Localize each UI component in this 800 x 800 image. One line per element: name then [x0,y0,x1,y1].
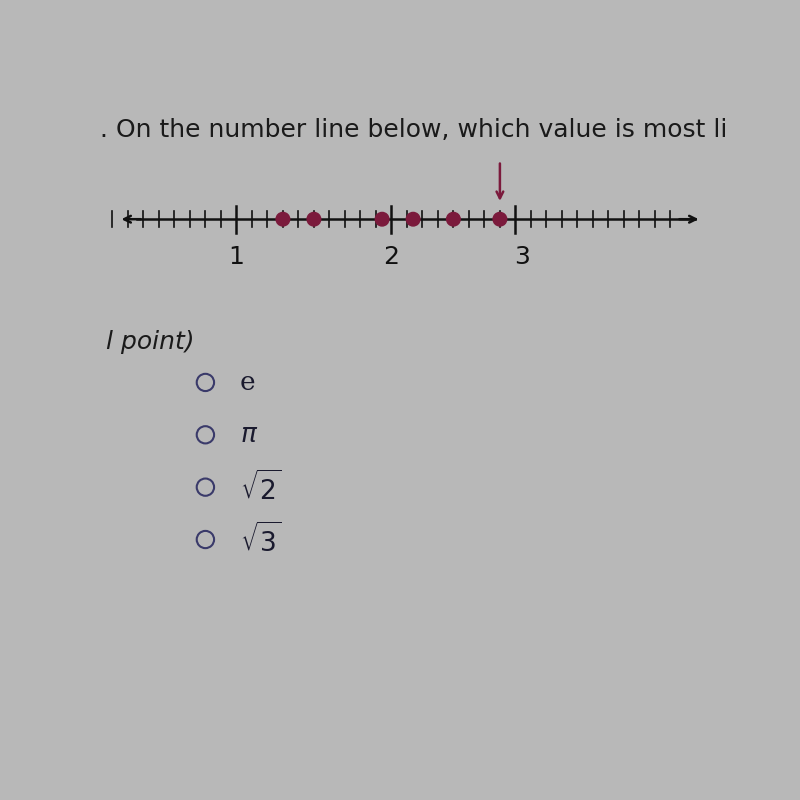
Text: 3: 3 [514,245,530,269]
Circle shape [375,213,389,226]
Circle shape [406,213,420,226]
Text: 2: 2 [383,245,399,269]
Circle shape [493,213,506,226]
Text: $\sqrt{2}$: $\sqrt{2}$ [239,470,281,505]
Circle shape [307,213,321,226]
Text: e: e [239,370,255,395]
Text: $\pi$: $\pi$ [239,422,258,447]
Text: $\sqrt{3}$: $\sqrt{3}$ [239,522,281,557]
Circle shape [276,213,290,226]
Text: l point): l point) [106,330,194,354]
Text: . On the number line below, which value is most li: . On the number line below, which value … [100,118,727,142]
Circle shape [446,213,460,226]
Text: 1: 1 [229,245,244,269]
